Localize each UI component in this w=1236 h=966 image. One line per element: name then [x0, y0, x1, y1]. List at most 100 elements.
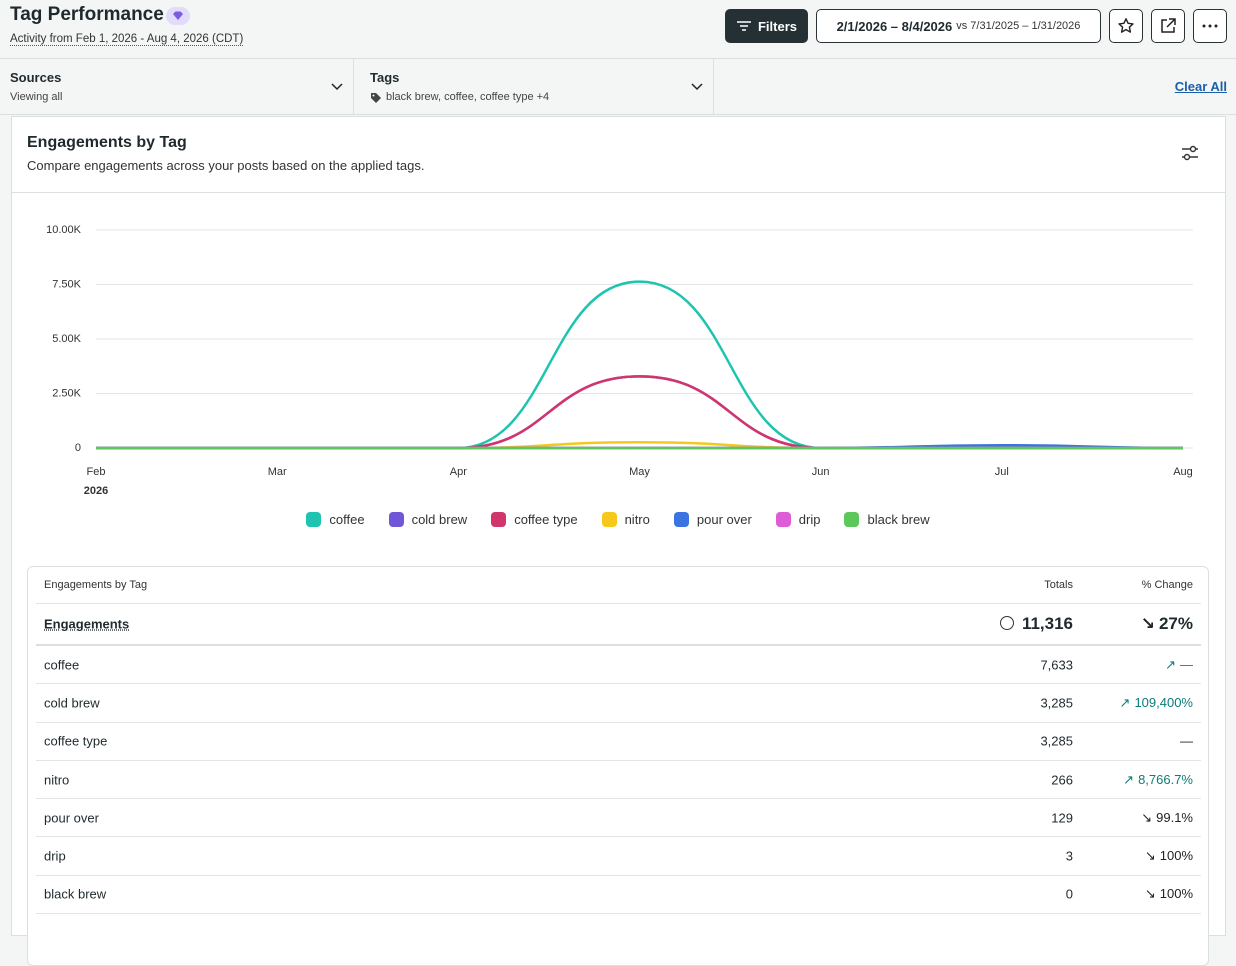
y-tick-label: 5.00K [52, 333, 81, 345]
row-change: 100% [1160, 848, 1193, 863]
table-row: drip 3 ↘ 100% [36, 838, 1201, 876]
chevron-icon [331, 83, 343, 91]
page-subtitle: Activity from Feb 1, 2026 - Aug 4, 2026 … [10, 33, 243, 46]
share-icon [1159, 17, 1177, 35]
row-total: 266 [1051, 772, 1073, 787]
total-value: 11,316 [1022, 614, 1073, 633]
series-line [96, 282, 1183, 448]
filters-icon [736, 20, 752, 32]
page-title: Tag Performance [10, 4, 164, 26]
filter-bar: Sources Viewing all Tags black brew, cof… [0, 58, 1236, 115]
legend-label: drip [799, 512, 821, 527]
x-tick-label: Aug [1173, 466, 1193, 478]
tags-label: Tags [370, 70, 399, 85]
y-tick-label: 0 [75, 442, 81, 454]
sources-dropdown[interactable]: Sources Viewing all [0, 59, 354, 115]
row-change: 100% [1160, 886, 1193, 901]
more-button[interactable] [1193, 9, 1227, 43]
row-change: 99.1% [1156, 810, 1193, 825]
table-header-row: Engagements by Tag Totals % Change [36, 567, 1201, 604]
star-icon [1117, 17, 1135, 35]
x-tick-label: Feb [87, 466, 106, 478]
x-tick-label: Apr [450, 466, 467, 478]
legend-item[interactable]: nitro [602, 512, 650, 527]
tags-value: black brew, coffee, coffee type +4 [386, 91, 549, 103]
legend-swatch [602, 512, 617, 527]
table-row: nitro 266 ↗8,766.7% [36, 761, 1201, 799]
tag-icon [370, 92, 382, 104]
row-change: 8,766.7% [1138, 772, 1193, 787]
line-chart: 02.50K5.00K7.50K10.00KFebMarAprMayJunJul… [0, 193, 1236, 508]
trend-arrow: ↗ [1165, 657, 1176, 673]
row-total: 3,285 [1040, 734, 1073, 749]
trend-arrow: ↘ [1145, 848, 1156, 864]
row-change-cell: ↗— [1165, 657, 1193, 673]
date-range-button[interactable]: 2/1/2026 – 8/4/2026 vs 7/31/2025 – 1/31/… [816, 9, 1101, 43]
column-header: % Change [1142, 579, 1193, 591]
legend-item[interactable]: drip [776, 512, 821, 527]
legend-swatch [306, 512, 321, 527]
legend-item[interactable]: cold brew [389, 512, 468, 527]
legend-label: cold brew [412, 512, 468, 527]
legend-swatch [491, 512, 506, 527]
x-tick-label: Jul [995, 466, 1009, 478]
row-label: cold brew [44, 695, 100, 710]
clear-all-link[interactable]: Clear All [1175, 79, 1227, 94]
info-icon [1000, 616, 1014, 630]
legend-swatch [674, 512, 689, 527]
row-change-cell: ↘ 100% [1145, 848, 1193, 864]
legend-label: pour over [697, 512, 752, 527]
row-change: — [1180, 734, 1193, 749]
series-line [96, 376, 1183, 448]
table-title: Engagements by Tag [44, 579, 147, 591]
row-total: 3,285 [1040, 695, 1073, 710]
filters-button[interactable]: Filters [725, 9, 808, 43]
more-icon [1201, 23, 1219, 29]
tags-dropdown[interactable]: Tags black brew, coffee, coffee type +4 [354, 59, 714, 115]
row-label: drip [44, 849, 66, 864]
legend-label: coffee [329, 512, 364, 527]
legend-label: coffee type [514, 512, 577, 527]
x-sublabel: 2026 [84, 485, 108, 497]
legend-item[interactable]: black brew [844, 512, 929, 527]
total-value-cell: 11,316 [1000, 614, 1073, 634]
legend-swatch [776, 512, 791, 527]
total-change: 27% [1159, 614, 1193, 633]
y-tick-label: 7.50K [52, 278, 81, 290]
legend-item[interactable]: coffee type [491, 512, 577, 527]
row-change-cell: ↘ 100% [1145, 886, 1193, 902]
chart-settings-button[interactable] [1180, 144, 1200, 162]
row-change-cell: — [1180, 734, 1193, 749]
sources-label: Sources [10, 70, 61, 85]
x-tick-label: May [629, 466, 650, 478]
x-tick-label: Jun [812, 466, 830, 478]
table-row: pour over129↘99.1% [36, 799, 1201, 837]
legend-item[interactable]: coffee [306, 512, 364, 527]
tag-performance-page: Tag Performance Activity from Feb 1, 202… [0, 0, 1236, 920]
row-change: — [1180, 657, 1193, 672]
legend: coffee cold brew coffee type nitro pour over… [0, 512, 1236, 527]
row-label: black brew [44, 887, 106, 902]
premium-badge [166, 7, 190, 25]
trend-arrow: ↘ [1145, 886, 1156, 902]
total-row: Engagements 11,316 ↘27% [36, 604, 1201, 646]
chart-title: Engagements by Tag [27, 134, 187, 152]
favorite-button[interactable] [1109, 9, 1143, 43]
row-change: 109,400% [1134, 695, 1193, 710]
share-button[interactable] [1151, 9, 1185, 43]
table-row: black brew0↘100% [36, 876, 1201, 914]
legend-item[interactable]: pour over [674, 512, 752, 527]
y-tick-label: 10.00K [46, 224, 82, 236]
row-label: nitro [44, 772, 69, 787]
row-change-cell: ↗109,400% [1120, 695, 1193, 711]
row-label: pour over [44, 810, 99, 825]
row-total: 7,633 [1040, 657, 1073, 672]
row-total: 3 [1066, 849, 1073, 864]
trend-arrow: ↘ [1141, 810, 1152, 826]
column-header: Totals [1044, 579, 1073, 591]
total-label[interactable]: Engagements [44, 617, 129, 632]
trend-arrow: ↗ [1120, 695, 1131, 711]
total-change-cell: ↘27% [1141, 614, 1193, 634]
row-label: coffee type [44, 734, 107, 749]
row-change-cell: ↗8,766.7% [1123, 772, 1193, 788]
